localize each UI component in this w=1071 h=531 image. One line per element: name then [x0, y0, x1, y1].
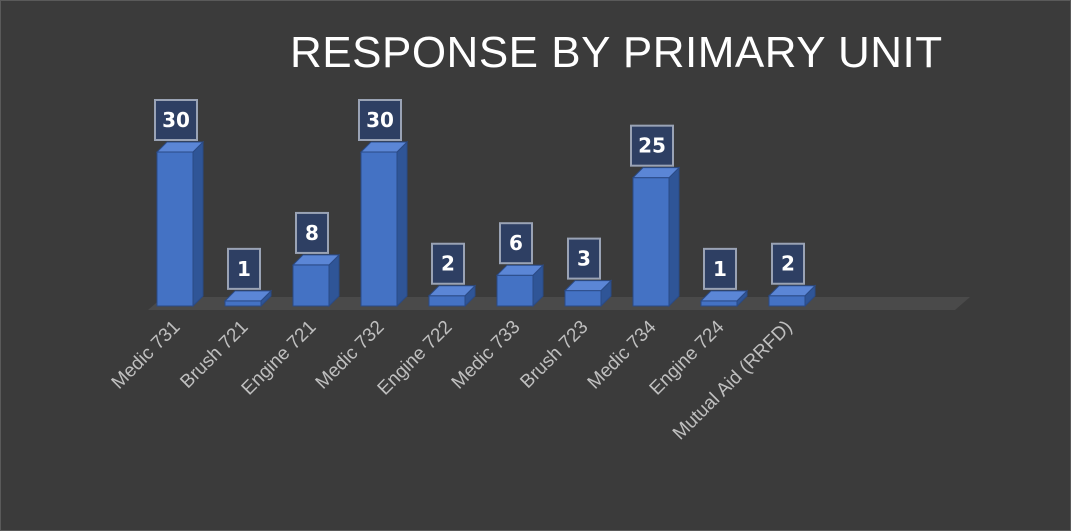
bar-top: [359, 141, 409, 153]
data-label: 2: [771, 242, 805, 285]
bar: [155, 140, 205, 308]
bar-top: [155, 141, 205, 153]
data-label-text: 30: [366, 108, 394, 132]
bar-front: [156, 151, 194, 307]
data-label: 2: [431, 242, 465, 285]
data-label-box: [499, 222, 533, 265]
bar: [291, 253, 341, 308]
bar-side: [192, 140, 204, 308]
category-label: Medic 733: [448, 317, 525, 394]
data-label-box: [567, 237, 601, 280]
data-label-box: [227, 247, 261, 290]
data-label: 25: [630, 124, 674, 167]
bar: [427, 284, 477, 308]
chart-title: RESPONSE BY PRIMARY UNIT: [290, 28, 943, 77]
data-label-box: [703, 247, 737, 290]
bar: [359, 140, 409, 308]
category-label: Engine 721: [238, 317, 321, 400]
data-label-box: [431, 242, 465, 285]
category-label: Medic 731: [108, 317, 185, 394]
bar-front: [700, 300, 738, 307]
bar: [631, 166, 681, 308]
category-label: Brush 723: [516, 317, 592, 393]
data-label: 1: [227, 247, 261, 290]
data-label-text: 1: [237, 257, 251, 281]
bar-side: [396, 140, 408, 308]
bar-front: [292, 264, 330, 307]
data-label-text: 3: [577, 247, 591, 271]
data-label-box: [771, 242, 805, 285]
data-label: 30: [358, 99, 402, 141]
data-label: 6: [499, 222, 533, 265]
bar-top: [631, 167, 681, 179]
data-label-text: 8: [305, 221, 319, 245]
bar: [767, 284, 817, 308]
bar-front: [428, 295, 466, 307]
bar-top: [495, 264, 545, 276]
data-label-text: 2: [441, 252, 455, 276]
data-label: 30: [154, 99, 198, 141]
data-label-text: 1: [713, 257, 727, 281]
data-label-text: 6: [509, 231, 523, 255]
bar-front: [496, 274, 534, 307]
bar-top: [563, 280, 613, 292]
bar-top: [699, 290, 749, 302]
data-label-box: [295, 211, 329, 254]
bar-front: [224, 300, 262, 307]
data-label-text: 30: [162, 108, 190, 132]
bar-side: [668, 166, 680, 308]
data-label-box: [358, 99, 402, 141]
bar-front: [632, 177, 670, 307]
data-label: 1: [703, 247, 737, 290]
bar: [699, 289, 749, 308]
bar-front: [564, 290, 602, 307]
bar-front: [360, 151, 398, 307]
data-label-box: [154, 99, 198, 141]
data-label-text: 2: [781, 252, 795, 276]
bar: [563, 279, 613, 308]
chart-floor: [148, 297, 970, 310]
bar-front: [768, 295, 806, 307]
bar-top: [223, 290, 273, 302]
category-label: Engine 722: [374, 317, 457, 400]
data-label-text: 25: [638, 134, 666, 158]
bar-top: [291, 254, 341, 266]
bar-top: [427, 285, 477, 297]
bar: [223, 289, 273, 308]
bar-top: [767, 285, 817, 297]
data-label: 3: [567, 237, 601, 280]
data-label-box: [630, 124, 674, 167]
category-label: Mutual Aid (RRFD): [669, 317, 797, 445]
bar: [495, 263, 545, 308]
data-label: 8: [295, 211, 329, 254]
